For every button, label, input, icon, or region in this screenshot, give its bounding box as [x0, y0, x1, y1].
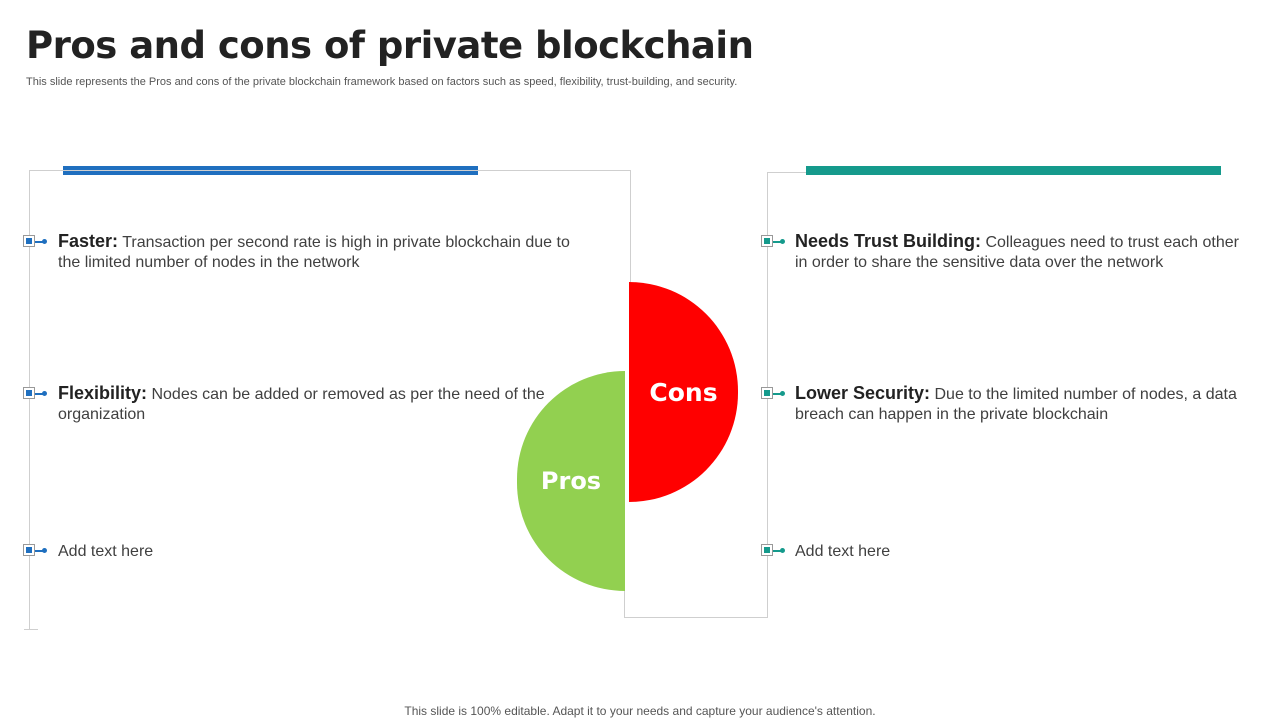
- cons-item-security: Lower Security: Due to the limited numbe…: [795, 383, 1245, 425]
- pros-item-text: Nodes can be added or removed as per the…: [58, 386, 545, 423]
- cons-label: Cons: [649, 377, 718, 407]
- pros-item-heading: Faster:: [58, 231, 119, 251]
- cons-frame-bottom-line: [624, 617, 768, 618]
- cons-item-heading: Needs Trust Building:: [795, 231, 982, 251]
- cons-item-text: Due to the limited number of nodes, a da…: [795, 386, 1237, 423]
- pros-frame-bottom-tick: [24, 629, 38, 630]
- pros-item-heading: Flexibility:: [58, 383, 148, 403]
- cons-frame-connector-line: [624, 591, 625, 618]
- cons-frame-top-line: [767, 172, 806, 173]
- cons-item-heading: Lower Security:: [795, 383, 931, 403]
- pros-item-text: Add text here: [58, 543, 154, 560]
- cons-item-trust: Needs Trust Building: Colleagues need to…: [795, 231, 1245, 273]
- cons-half-circle: Cons: [629, 282, 738, 502]
- pros-item-flexibility: Flexibility: Nodes can be added or remov…: [58, 383, 558, 425]
- pros-label: Pros: [540, 467, 602, 495]
- bullet-icon: [761, 544, 785, 558]
- pros-item-placeholder: Add text here: [58, 540, 598, 562]
- cons-item-text: Colleagues need to trust each other in o…: [795, 234, 1239, 271]
- pros-frame-top-line: [29, 170, 631, 171]
- page-subtitle: This slide represents the Pros and cons …: [26, 76, 738, 88]
- cons-item-placeholder: Add text here: [795, 540, 1245, 562]
- pros-frame-left-line: [29, 170, 30, 629]
- pros-item-text: Transaction per second rate is high in p…: [58, 234, 570, 271]
- bullet-icon: [23, 387, 47, 401]
- cons-item-text: Add text here: [795, 543, 891, 560]
- pros-frame-right-line: [630, 170, 631, 283]
- pros-item-faster: Faster: Transaction per second rate is h…: [58, 231, 578, 273]
- bullet-icon: [761, 387, 785, 401]
- cons-accent-bar: [806, 166, 1221, 175]
- bullet-icon: [23, 235, 47, 249]
- footer-note: This slide is 100% editable. Adapt it to…: [404, 704, 876, 718]
- page-title: Pros and cons of private blockchain: [26, 24, 754, 67]
- bullet-icon: [761, 235, 785, 249]
- bullet-icon: [23, 544, 47, 558]
